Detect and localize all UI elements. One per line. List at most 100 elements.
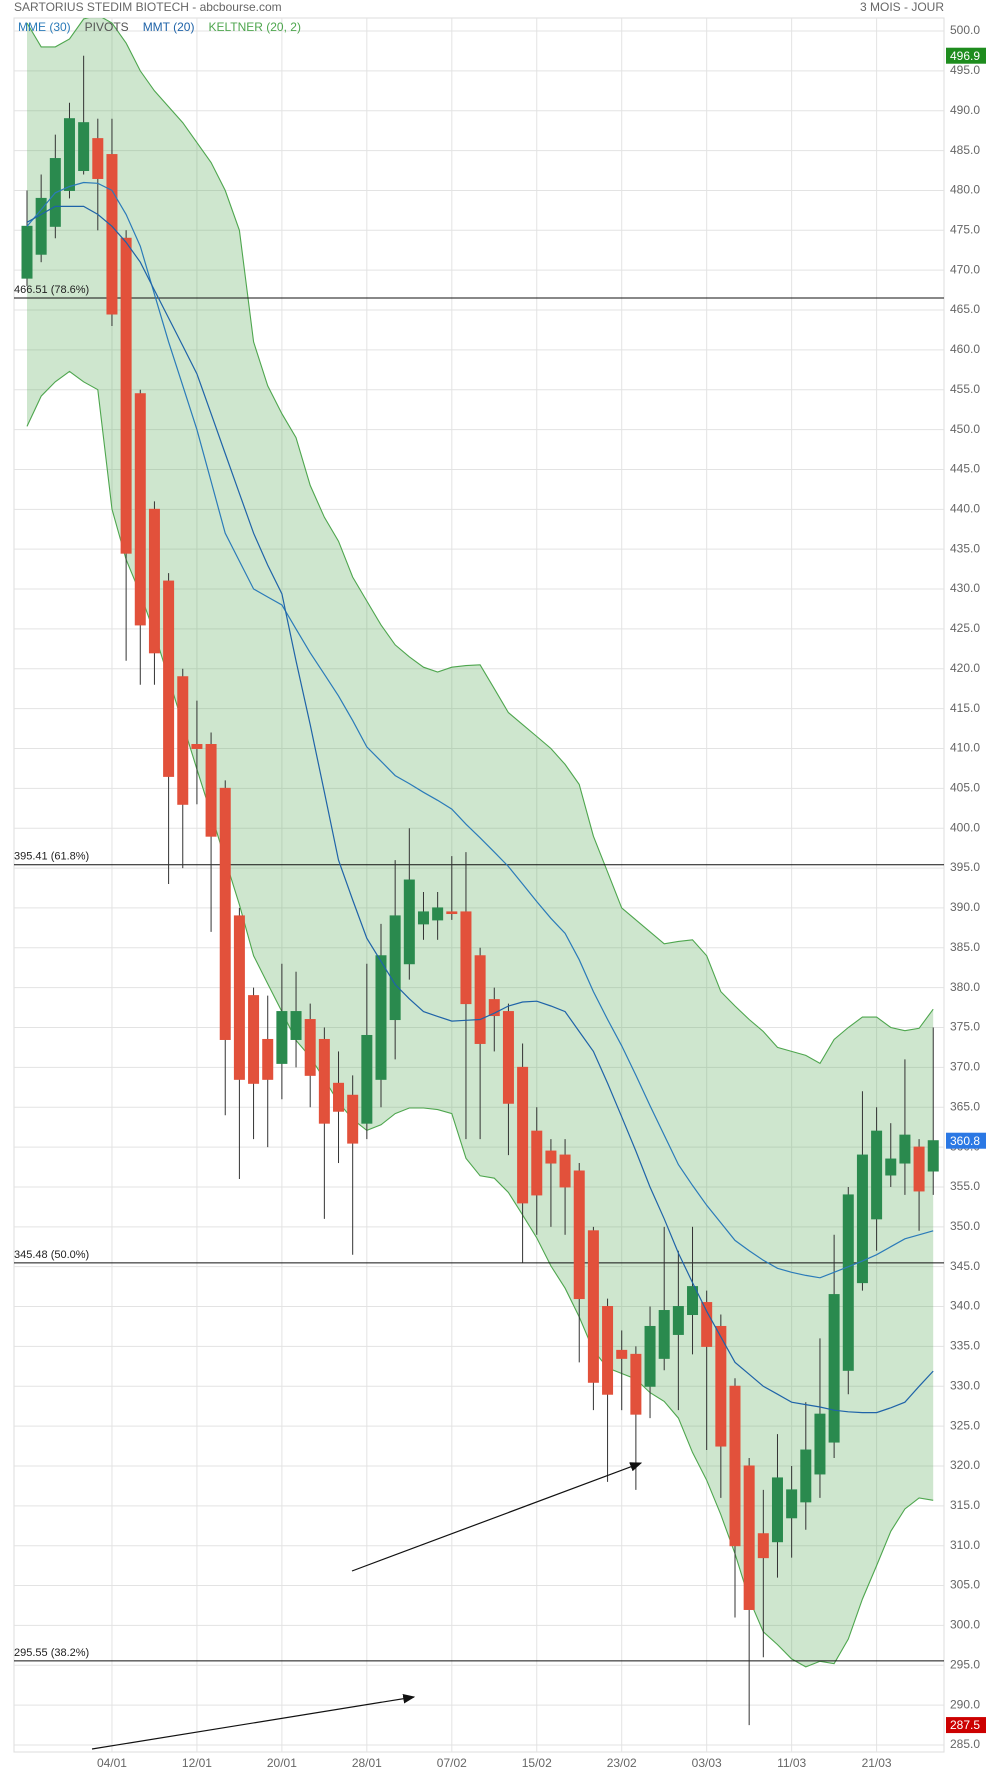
candle-body <box>701 1302 713 1347</box>
candle-body <box>658 1310 670 1359</box>
y-tick-label: 495.0 <box>950 63 980 77</box>
candle-body <box>347 1094 359 1144</box>
candle-body <box>814 1413 826 1475</box>
candle-body <box>502 1011 514 1104</box>
level-label: 345.48 (50.0%) <box>14 1249 89 1261</box>
y-tick-label: 305.0 <box>950 1578 980 1592</box>
candle-body <box>134 393 146 626</box>
candle-body <box>899 1134 911 1164</box>
candle-body <box>21 225 33 279</box>
candle-body <box>205 744 217 837</box>
y-tick-label: 350.0 <box>950 1219 980 1233</box>
y-tick-label: 410.0 <box>950 741 980 755</box>
y-tick-label: 500.0 <box>950 23 980 37</box>
candle-body <box>474 955 486 1044</box>
candle-body <box>913 1146 925 1192</box>
candle-body <box>432 907 444 921</box>
y-tick-label: 465.0 <box>950 302 980 316</box>
y-tick-label: 430.0 <box>950 581 980 595</box>
y-tick-label: 435.0 <box>950 541 980 555</box>
candle-body <box>927 1140 939 1172</box>
candle-body <box>771 1477 783 1543</box>
candle-body <box>587 1230 599 1383</box>
candle-body <box>276 1011 288 1064</box>
y-tick-label: 355.0 <box>950 1179 980 1193</box>
moving-average-line <box>26 181 934 1279</box>
x-tick-label: 11/03 <box>777 1756 806 1770</box>
y-tick-label: 425.0 <box>950 621 980 635</box>
candle-body <box>786 1489 798 1519</box>
candle-body <box>148 508 160 654</box>
y-tick-label: 365.0 <box>950 1099 980 1113</box>
y-tick-label: 290.0 <box>950 1697 980 1711</box>
candle-body <box>219 787 231 1040</box>
y-tick-label: 315.0 <box>950 1498 980 1512</box>
x-tick-label: 04/01 <box>97 1756 127 1770</box>
y-tick-label: 395.0 <box>950 860 980 874</box>
x-tick-label: 21/03 <box>862 1756 892 1770</box>
y-tick-label: 325.0 <box>950 1418 980 1432</box>
line-layer <box>26 181 934 1414</box>
y-tick-label: 450.0 <box>950 422 980 436</box>
candle-body <box>417 911 429 925</box>
y-tick-label: 400.0 <box>950 820 980 834</box>
level-label: 466.51 (78.6%) <box>14 284 89 296</box>
candle-body <box>290 1011 302 1040</box>
candle-body <box>361 1034 373 1124</box>
y-tick-label: 420.0 <box>950 661 980 675</box>
y-tick-label: 330.0 <box>950 1378 980 1392</box>
y-tick-label: 370.0 <box>950 1060 980 1074</box>
candle-body <box>545 1150 557 1164</box>
price-badge <box>946 1132 986 1149</box>
y-tick-label: 475.0 <box>950 222 980 236</box>
y-tick-label: 485.0 <box>950 143 980 157</box>
level-label: 395.41 (61.8%) <box>14 851 89 863</box>
candle-body <box>403 879 415 965</box>
plot-frame <box>13 17 945 1753</box>
y-tick-label: 375.0 <box>950 1020 980 1034</box>
level-label: 295.55 (38.2%) <box>14 1647 89 1659</box>
candle-body <box>106 154 118 315</box>
candle-body <box>715 1325 727 1447</box>
candle-body <box>446 911 458 915</box>
price-badge-label: 360.8 <box>950 1134 980 1148</box>
candle-body <box>248 995 260 1084</box>
candle-body <box>757 1533 769 1559</box>
y-tick-label: 480.0 <box>950 183 980 197</box>
candle-body <box>389 915 401 1021</box>
price-badge <box>946 47 986 64</box>
legend-entry: KELTNER (20, 2) <box>208 20 300 34</box>
x-tick-label: 23/02 <box>607 1756 637 1770</box>
y-tick-label: 385.0 <box>950 940 980 954</box>
candle-body <box>644 1325 656 1387</box>
candle-body <box>885 1158 897 1176</box>
candle-body <box>35 197 47 255</box>
candle-body <box>333 1082 345 1112</box>
legend-entry: MMT (20) <box>143 20 195 34</box>
keltner-upper <box>26 18 934 1065</box>
price-badge-label: 496.9 <box>950 49 980 63</box>
candle-body <box>559 1154 571 1188</box>
candle-body <box>842 1194 854 1371</box>
grid-layer <box>14 18 944 1752</box>
candle-body <box>120 237 132 554</box>
legend: MME (30) PIVOTS MMT (20) KELTNER (20, 2) <box>18 20 301 34</box>
candle-body <box>687 1286 699 1316</box>
candle-body <box>262 1038 274 1080</box>
y-tick-label: 390.0 <box>950 900 980 914</box>
y-tick-label: 440.0 <box>950 501 980 515</box>
moving-average-line <box>26 205 934 1414</box>
candle-body <box>517 1066 529 1204</box>
candle-body <box>856 1154 868 1284</box>
candle-body <box>729 1385 741 1547</box>
candle-body <box>800 1449 812 1503</box>
axis-layer: 500.0 495.0 490.0 485.0 480.0 475.0 470.0 465.0… <box>97 23 986 1770</box>
candle-body <box>531 1130 543 1196</box>
candle-body <box>163 580 175 777</box>
candle-body <box>233 915 245 1080</box>
candle-body <box>63 118 75 191</box>
y-tick-label: 455.0 <box>950 382 980 396</box>
y-tick-label: 415.0 <box>950 701 980 715</box>
y-tick-label: 345.0 <box>950 1259 980 1273</box>
